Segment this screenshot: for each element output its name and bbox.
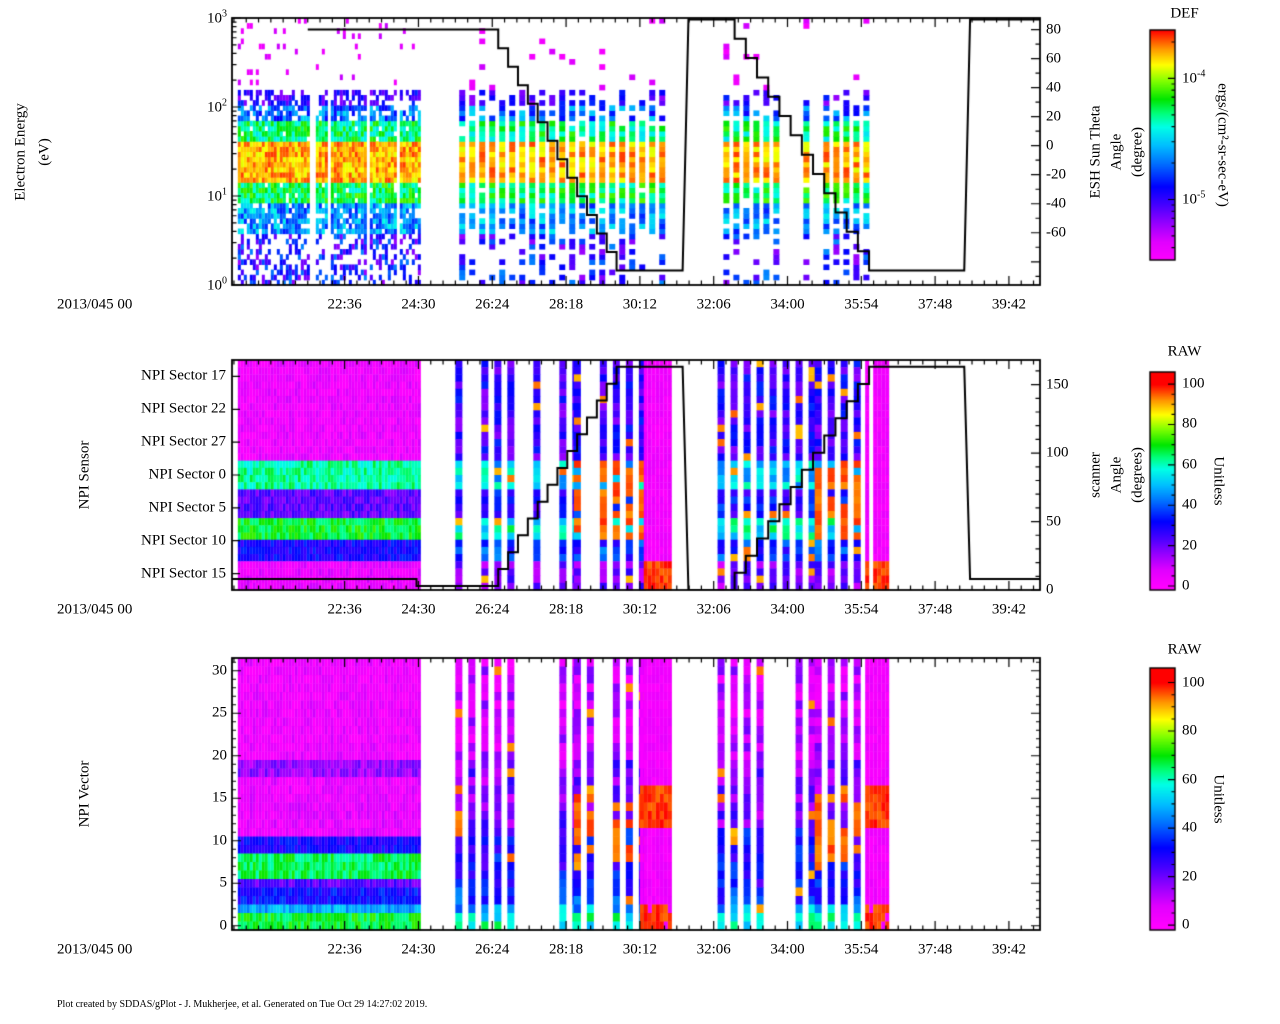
x-tick-label: 24:30 (401, 296, 436, 313)
x-tick-label: 26:24 (475, 296, 510, 313)
right-axis-title: scanner (1087, 452, 1104, 498)
y-category-label: NPI Sector 15 (141, 565, 226, 582)
right-tick-label: 20 (1046, 108, 1061, 125)
right-tick-label: -20 (1046, 166, 1066, 183)
y-category-label: NPI Sector 27 (141, 433, 226, 450)
x-tick-label: 39:42 (991, 601, 1027, 618)
footer-credit: Plot created by SDDAS/gPlot - J. Mukherj… (57, 999, 428, 1010)
x-tick-label: 39:42 (991, 941, 1027, 958)
colorbar-title: DEF (1170, 5, 1199, 22)
x-tick-label: 34:00 (770, 941, 805, 958)
colorbar-title: RAW (1167, 343, 1202, 360)
y-category-label: NPI Sector 17 (141, 367, 226, 384)
x-tick-label: 26:24 (475, 941, 510, 958)
y-tick-label: 5 (219, 874, 228, 891)
x-tick-label: 35:54 (844, 941, 879, 958)
colorbar-tick-label: 40 (1182, 496, 1197, 513)
x-tick-label: 37:48 (918, 601, 953, 618)
right-axis-title: Angle (1108, 133, 1125, 170)
colorbar-tick-label: 0 (1182, 916, 1190, 933)
x-tick-label: 32:06 (696, 601, 731, 618)
x-tick-label: 30:12 (622, 601, 657, 618)
x-tick-label: 22:36 (327, 941, 362, 958)
colorbar-tick-label: 60 (1182, 456, 1197, 473)
y-axis-title: NPI Vector (76, 760, 93, 828)
y-category-label: NPI Sector 0 (148, 466, 227, 483)
y-tick-label: 30 (212, 662, 227, 679)
x-tick-label: 37:48 (918, 941, 953, 958)
right-axis-title: ESH Sun Theta (1087, 104, 1104, 199)
y-tick-label: 103 (207, 8, 227, 27)
colorbar-tick-label: 40 (1182, 819, 1197, 836)
y-category-label: NPI Sector 22 (141, 400, 226, 417)
y-axis-title: Electron Energy (12, 102, 29, 201)
colorbar-title: RAW (1167, 641, 1202, 658)
colorbar-tick-label: 100 (1182, 375, 1205, 392)
x-tick-label: 28:18 (548, 941, 584, 958)
x-tick-label: 39:42 (991, 296, 1027, 313)
y-tick-label: 0 (219, 917, 228, 934)
colorbar-tick-label: 20 (1182, 537, 1197, 554)
y-tick-label: 10 (212, 832, 227, 849)
y-tick-label: 100 (207, 275, 227, 294)
x-tick-label: 26:24 (475, 601, 510, 618)
y-tick-label: 20 (212, 747, 227, 764)
right-tick-label: 100 (1046, 444, 1069, 461)
x-tick-label: 35:54 (844, 296, 879, 313)
colorbar-tick-label: 60 (1182, 771, 1197, 788)
x-tick-label: 22:36 (327, 601, 362, 618)
right-tick-label: 60 (1046, 50, 1061, 67)
x-tick-label: 24:30 (401, 941, 436, 958)
y-tick-label: 101 (207, 186, 227, 205)
right-axis-title: (degrees) (1129, 447, 1146, 503)
y-tick-label: 25 (212, 704, 227, 721)
x-tick-label: 32:06 (696, 941, 731, 958)
x-axis-start-label: 2013/045 00 (57, 296, 133, 313)
right-axis-title: (degree) (1129, 126, 1146, 177)
y-axis-title: (eV) (36, 137, 53, 166)
colorbar-tick-label: 80 (1182, 722, 1197, 739)
right-tick-label: -40 (1046, 195, 1066, 212)
x-tick-label: 24:30 (401, 601, 436, 618)
x-tick-label: 34:00 (770, 296, 805, 313)
x-tick-label: 37:48 (918, 296, 953, 313)
right-tick-label: 80 (1046, 21, 1061, 38)
x-tick-label: 32:06 (696, 296, 731, 313)
x-tick-label: 28:18 (548, 296, 584, 313)
colorbar-unit: Unitless (1210, 774, 1227, 824)
colorbar-tick-label: 10-4 (1182, 68, 1206, 87)
x-tick-label: 28:18 (548, 601, 584, 618)
y-tick-label: 15 (212, 789, 227, 806)
right-tick-label: 0 (1046, 581, 1054, 598)
right-tick-label: 40 (1046, 79, 1061, 96)
colorbar-tick-label: 0 (1182, 577, 1190, 594)
colorbar-unit: Unitless (1210, 456, 1227, 506)
colorbar-unit: ergs/(cm²-sr-sec-eV) (1214, 83, 1231, 207)
x-tick-label: 30:12 (622, 296, 657, 313)
x-axis-start-label: 2013/045 00 (57, 601, 133, 618)
colorbar-tick-label: 10-5 (1182, 189, 1206, 208)
right-axis-title: Angle (1108, 456, 1125, 494)
x-tick-label: 34:00 (770, 601, 805, 618)
colorbar-tick-label: 80 (1182, 415, 1197, 432)
right-tick-label: 0 (1046, 137, 1054, 154)
y-category-label: NPI Sector 10 (141, 532, 226, 549)
right-tick-label: 50 (1046, 513, 1061, 530)
right-tick-label: -60 (1046, 224, 1066, 241)
x-tick-label: 35:54 (844, 601, 879, 618)
x-tick-label: 22:36 (327, 296, 362, 313)
colorbar-tick-label: 20 (1182, 868, 1197, 885)
y-tick-label: 102 (207, 97, 227, 116)
x-tick-label: 30:12 (622, 941, 657, 958)
colorbar-tick-label: 100 (1182, 674, 1205, 691)
y-axis-title: NPI Sensor (76, 440, 93, 510)
x-axis-start-label: 2013/045 00 (57, 941, 133, 958)
right-tick-label: 150 (1046, 376, 1069, 393)
y-category-label: NPI Sector 5 (148, 499, 227, 516)
